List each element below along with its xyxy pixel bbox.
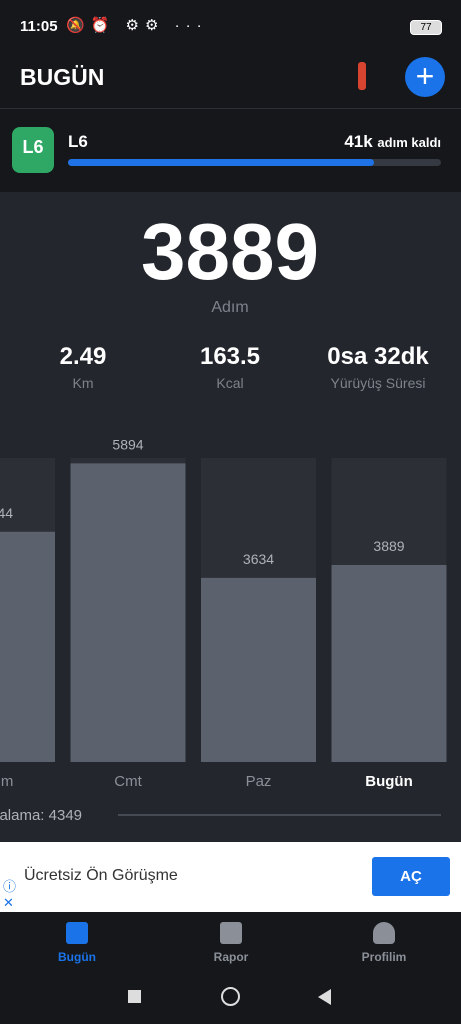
- nav-icon[interactable]: [373, 922, 395, 944]
- stat-label: Kcal: [216, 375, 244, 391]
- bar: [70, 463, 186, 762]
- stat-label: Km: [72, 375, 94, 391]
- ad-text[interactable]: Ücretsiz Ön Görüşme: [24, 867, 178, 884]
- day-label: Cmt: [114, 773, 142, 790]
- page-title: BUGÜN: [20, 64, 105, 90]
- progress-track: [68, 159, 441, 166]
- progress-fill: [68, 159, 374, 166]
- bar-label: 5894: [112, 436, 143, 452]
- nav-label[interactable]: Bugün: [58, 950, 96, 964]
- bar-label: 4544: [0, 505, 13, 521]
- time: 11:05: [20, 18, 58, 35]
- bar-label: 3634: [243, 551, 274, 567]
- stat-value: 163.5: [199, 343, 261, 370]
- bar-label: 3889: [373, 538, 404, 554]
- nav-icon[interactable]: [220, 922, 242, 944]
- stat-value: 2.49: [59, 343, 107, 370]
- bar: [331, 564, 447, 762]
- step-label: Adım: [211, 299, 249, 316]
- stat-label: Yürüyüş Süresi: [330, 375, 426, 391]
- step-count: 3889: [141, 207, 319, 296]
- level-name: L6: [68, 132, 88, 151]
- nav-icon[interactable]: [66, 922, 88, 944]
- remaining-text: adım kaldı: [377, 135, 441, 150]
- bar: [0, 531, 55, 762]
- streak-icon[interactable]: [358, 62, 366, 90]
- stat-value: 0sa 32dk: [327, 343, 429, 370]
- nav-label[interactable]: Profilim: [361, 950, 407, 964]
- add-button[interactable]: +: [405, 57, 445, 97]
- remaining: 41k adım kaldı: [344, 132, 441, 152]
- sys-home[interactable]: [221, 987, 240, 1006]
- nav-label[interactable]: Rapor: [213, 950, 249, 964]
- battery: 77: [410, 20, 442, 35]
- day-label: Bugün: [365, 773, 412, 790]
- bar: [201, 577, 316, 762]
- average-label: Ortalama: 4349: [0, 807, 82, 824]
- divider: [0, 108, 461, 109]
- day-label: Cum: [0, 773, 13, 790]
- ad-button[interactable]: AÇ: [372, 857, 450, 896]
- level-badge: L6: [12, 127, 54, 173]
- ad-info[interactable]: ⓘ ✕: [3, 879, 17, 910]
- remaining-value: 41k: [344, 132, 373, 151]
- sys-recent[interactable]: [128, 990, 141, 1003]
- sys-back[interactable]: [318, 989, 331, 1005]
- day-label: Paz: [246, 773, 272, 790]
- status-icons: 🔕⏰ ⚙⚙ ···: [66, 17, 208, 34]
- weekly-chart: 4544 Cum 5894 Cmt 3634 Paz 3889 Bugün Ortalama: …: [0, 436, 447, 824]
